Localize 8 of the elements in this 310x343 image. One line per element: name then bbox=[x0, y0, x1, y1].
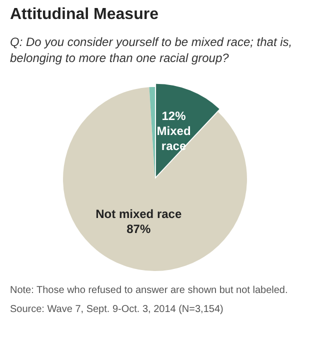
chart-title: Attitudinal Measure bbox=[10, 6, 158, 24]
slice-label: Mixed race bbox=[156, 124, 191, 153]
data-label: 12% bbox=[162, 108, 186, 123]
data-label: 87% bbox=[126, 222, 151, 236]
source-note: Source: Wave 7, Sept. 9-Oct. 3, 2014 (N=3,154) bbox=[10, 303, 224, 316]
text: Note: Those who refused to answer are shown but not labeled. bbox=[10, 284, 289, 297]
slice-label: Not mixed race bbox=[96, 207, 182, 222]
chart-subtitle: Q: Do you consider yourself to be mixed race; that is, belonging to more than one racial group? bbox=[10, 34, 294, 66]
